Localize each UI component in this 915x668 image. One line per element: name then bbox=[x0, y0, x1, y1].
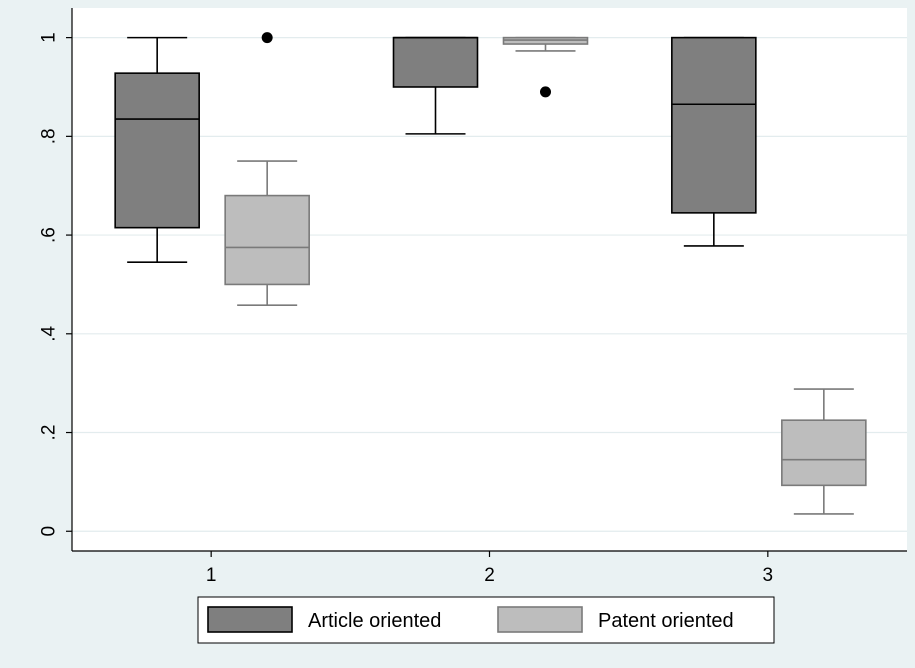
box-iqr bbox=[781, 419, 867, 487]
y-tick-label: .8 bbox=[39, 128, 60, 144]
box-group bbox=[502, 36, 589, 98]
series-article-oriented bbox=[114, 36, 757, 264]
legend-item: Article oriented bbox=[207, 606, 441, 633]
box-iqr bbox=[114, 72, 200, 229]
x-tick-labels: 1 2 3 bbox=[206, 551, 773, 586]
plot-area bbox=[72, 8, 907, 551]
x-tick-label: 3 bbox=[763, 565, 774, 586]
box-group bbox=[224, 32, 310, 306]
box-iqr bbox=[224, 194, 310, 286]
y-tick-label: 0 bbox=[39, 526, 60, 537]
legend-item: Patent oriented bbox=[497, 606, 734, 633]
outlier-point bbox=[540, 86, 551, 98]
legend-label: Patent oriented bbox=[598, 610, 734, 632]
box-group bbox=[392, 36, 479, 135]
y-tick-label: .2 bbox=[39, 425, 60, 441]
box-group bbox=[781, 388, 867, 515]
outlier-point bbox=[261, 32, 273, 44]
grid-lines bbox=[72, 37, 907, 532]
box-series bbox=[114, 32, 867, 515]
y-tick-label: .6 bbox=[39, 227, 60, 243]
y-tick-label: .4 bbox=[39, 325, 60, 341]
box-iqr bbox=[671, 36, 757, 214]
y-tick-label: 1 bbox=[39, 32, 60, 43]
x-tick-label: 2 bbox=[484, 565, 495, 586]
series-patent-oriented bbox=[224, 32, 867, 515]
box-group bbox=[114, 36, 200, 264]
box-iqr bbox=[392, 36, 479, 88]
x-tick-label: 1 bbox=[206, 565, 217, 586]
y-tick-labels: 0 .2 .4 .6 .8 1 bbox=[39, 32, 72, 537]
legend-swatch bbox=[497, 606, 583, 633]
legend: Article oriented Patent oriented bbox=[197, 596, 775, 644]
legend-label: Article oriented bbox=[308, 610, 441, 632]
box-group bbox=[671, 36, 757, 247]
legend-frame bbox=[197, 596, 775, 644]
legend-swatch bbox=[207, 606, 293, 633]
